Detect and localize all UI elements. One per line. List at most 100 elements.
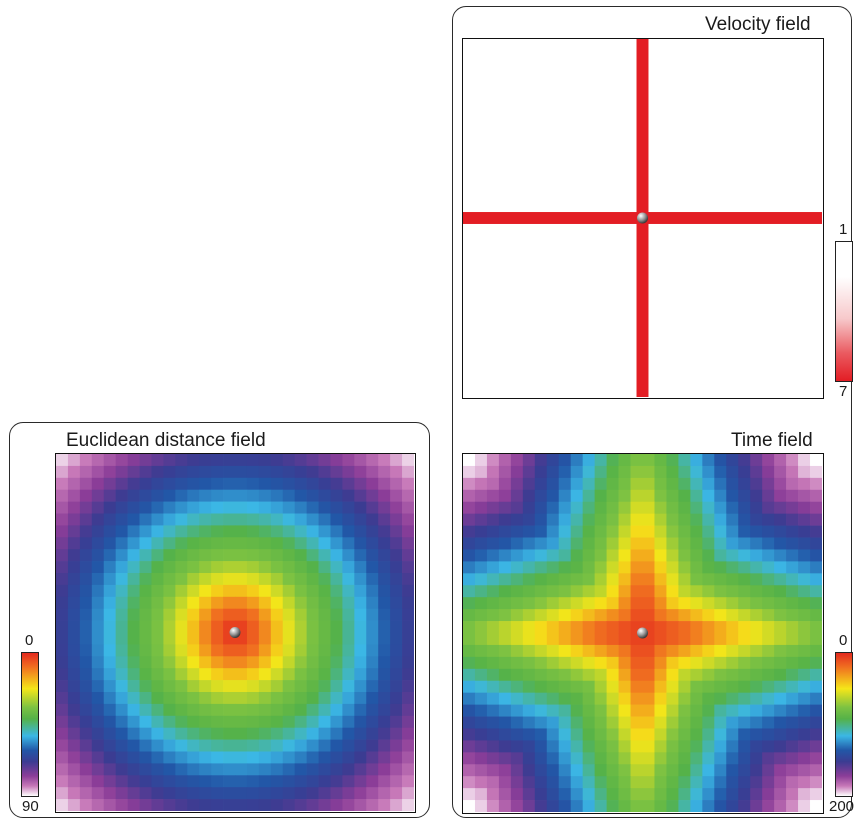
time-cell: [510, 513, 524, 526]
euclidean-cell: [330, 596, 343, 610]
euclidean-cell: [402, 537, 414, 550]
euclidean-cell: [282, 537, 296, 550]
euclidean-cell: [139, 620, 152, 633]
time-cell: [606, 644, 619, 658]
euclidean-cell: [402, 489, 414, 502]
euclidean-cell: [211, 596, 224, 610]
time-cell: [463, 454, 476, 467]
time-cell: [678, 489, 691, 503]
time-cell: [486, 704, 500, 717]
time-cell: [618, 656, 631, 670]
time-cell: [582, 692, 595, 705]
time-cell: [714, 549, 727, 562]
time-cell: [498, 573, 512, 586]
euclidean-cell: [211, 537, 224, 550]
euclidean-cell: [318, 584, 331, 598]
time-cell: [463, 668, 476, 682]
euclidean-cell: [246, 561, 260, 574]
time-cell: [642, 740, 655, 753]
time-cell: [798, 454, 811, 467]
euclidean-cell: [199, 489, 212, 502]
time-cell: [642, 800, 655, 812]
euclidean-cell: [103, 692, 117, 705]
euclidean-cell: [378, 751, 391, 764]
euclidean-cell: [223, 513, 236, 526]
euclidean-cell: [402, 703, 414, 717]
euclidean-cell: [342, 596, 355, 610]
euclidean-cell: [318, 525, 331, 538]
time-cell: [534, 537, 548, 550]
euclidean-cell: [67, 763, 81, 776]
time-cell: [714, 680, 727, 694]
time-cell: [486, 644, 500, 658]
euclidean-cell: [175, 787, 188, 800]
euclidean-cell: [258, 739, 272, 752]
euclidean-cell: [235, 489, 248, 502]
euclidean-cell: [366, 692, 379, 705]
euclidean-cell: [223, 596, 236, 610]
euclidean-cell: [306, 489, 319, 502]
euclidean-cell: [270, 680, 284, 693]
euclidean-cell: [139, 489, 152, 502]
euclidean-cell: [390, 525, 403, 538]
time-cell: [810, 728, 822, 741]
euclidean-cell: [306, 608, 319, 621]
euclidean-cell: [378, 739, 391, 752]
time-cell: [702, 465, 715, 479]
time-cell: [798, 537, 811, 550]
euclidean-cell: [366, 537, 379, 550]
euclidean-cell: [187, 632, 200, 645]
euclidean-cell: [91, 573, 105, 586]
euclidean-cell: [79, 799, 93, 811]
euclidean-cell: [127, 692, 140, 705]
euclidean-cell: [318, 537, 331, 550]
euclidean-cell: [270, 501, 284, 514]
time-cell: [498, 764, 512, 777]
time-cell: [702, 477, 715, 491]
time-cell: [630, 740, 643, 753]
euclidean-cell: [378, 680, 391, 693]
time-cell: [594, 561, 607, 574]
time-cell: [522, 668, 536, 682]
time-cell: [810, 633, 822, 646]
euclidean-cell: [330, 549, 343, 562]
euclidean-cell: [402, 787, 414, 800]
time-cell: [630, 788, 643, 801]
time-cell: [510, 609, 524, 622]
euclidean-cell: [378, 454, 391, 467]
euclidean-cell: [151, 727, 164, 740]
time-cell: [798, 621, 811, 634]
time-cell: [798, 609, 811, 622]
euclidean-cell: [342, 787, 355, 800]
time-cell: [786, 525, 799, 538]
euclidean-cell: [318, 775, 331, 788]
euclidean-cell: [103, 680, 117, 693]
time-cell: [534, 656, 548, 670]
euclidean-cell: [246, 739, 260, 752]
time-cell: [474, 692, 488, 705]
time-cell: [726, 764, 739, 777]
time-cell: [594, 609, 607, 622]
euclidean-cell: [67, 573, 81, 586]
time-cell: [486, 597, 500, 610]
time-cell: [534, 501, 548, 515]
time-cell: [474, 633, 488, 646]
euclidean-cell: [306, 549, 319, 562]
time-cell: [546, 680, 560, 694]
euclidean-cell: [139, 537, 152, 550]
euclidean-cell: [354, 584, 367, 598]
euclidean-cell: [199, 608, 212, 621]
euclidean-cell: [294, 608, 307, 621]
euclidean-cell: [139, 501, 152, 514]
time-cell: [666, 454, 679, 467]
time-cell: [534, 561, 548, 574]
time-cell: [690, 740, 703, 753]
euclidean-cell: [175, 549, 188, 562]
time-cell: [738, 788, 751, 801]
time-cell: [762, 489, 775, 503]
euclidean-cell: [199, 596, 212, 610]
time-cell: [750, 740, 763, 753]
time-cell: [690, 549, 703, 562]
euclidean-cell: [306, 680, 319, 693]
time-cell: [570, 477, 584, 491]
